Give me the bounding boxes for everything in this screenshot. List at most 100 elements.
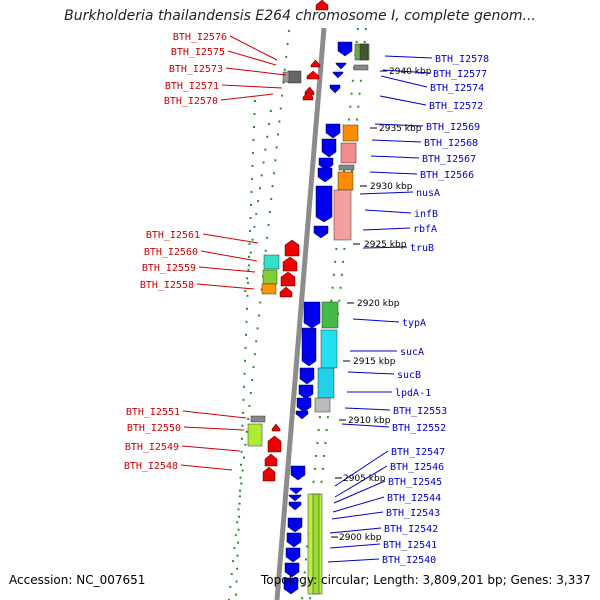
left-gene-label-3[interactable]: BTH_I2571 <box>165 81 219 92</box>
left-gene-label-4[interactable]: BTH_I2570 <box>164 96 218 107</box>
right-gene-label-24[interactable]: BTH_I2541 <box>383 540 437 551</box>
forward-gene-13[interactable] <box>298 384 314 400</box>
forward-gene-24[interactable] <box>283 577 299 595</box>
forward-gene-17[interactable] <box>289 487 303 495</box>
forward-gene-21[interactable] <box>286 532 302 548</box>
right-gene-label-9[interactable]: infB <box>414 209 438 220</box>
right-gene-label-23[interactable]: BTH_I2542 <box>384 524 438 535</box>
right-gene-label-21[interactable]: BTH_I2544 <box>387 493 441 504</box>
right-gene-label-22[interactable]: BTH_I2543 <box>386 508 440 519</box>
forward-gene-2[interactable] <box>332 71 344 79</box>
reverse-gene-3[interactable] <box>302 91 314 101</box>
reverse-gene-9[interactable] <box>267 435 282 453</box>
left-gene-label-2[interactable]: BTH_I2573 <box>169 64 223 75</box>
reverse-gene-1[interactable] <box>306 70 320 80</box>
forward-gene-4[interactable] <box>325 123 341 139</box>
feature-box-13[interactable] <box>321 301 339 329</box>
forward-gene-20[interactable] <box>287 517 303 533</box>
left-gene-label-8[interactable]: BTH_I2558 <box>140 280 194 291</box>
forward-gene-3[interactable] <box>329 84 341 94</box>
right-gene-label-12[interactable]: typA <box>402 318 426 329</box>
right-gene-label-10[interactable]: rbfA <box>413 224 437 235</box>
right-gene-label-8[interactable]: nusA <box>416 188 440 199</box>
feature-box-12[interactable] <box>261 283 277 295</box>
feature-box-17[interactable] <box>250 415 266 423</box>
feature-box-8[interactable] <box>337 171 354 191</box>
right-gene-label-15[interactable]: lpdA-1 <box>395 388 431 399</box>
right-leader-6 <box>370 155 420 159</box>
feature-box-16[interactable] <box>314 397 331 413</box>
feature-box-9[interactable] <box>333 189 352 241</box>
scale-label-8: 2900 kbp <box>339 533 382 543</box>
forward-gene-18[interactable] <box>288 494 302 502</box>
reverse-gene-7[interactable] <box>279 286 293 298</box>
forward-gene-10[interactable] <box>303 301 321 329</box>
left-gene-label-10[interactable]: BTH_I2550 <box>127 423 181 434</box>
forward-gene-9[interactable] <box>313 225 329 239</box>
feature-box-4[interactable] <box>282 71 290 83</box>
left-gene-label-7[interactable]: BTH_I2559 <box>142 263 196 274</box>
feature-box-14[interactable] <box>320 329 338 369</box>
forward-gene-1[interactable] <box>335 62 347 70</box>
left-gene-label-9[interactable]: BTH_I2551 <box>126 407 180 418</box>
forward-gene-15[interactable] <box>295 410 309 420</box>
right-gene-label-6[interactable]: BTH_I2567 <box>422 154 476 165</box>
right-gene-label-0[interactable]: BTH_I2578 <box>435 54 489 65</box>
right-leader-20 <box>333 480 386 504</box>
right-gene-label-16[interactable]: BTH_I2553 <box>393 406 447 417</box>
feature-box-11[interactable] <box>262 269 278 285</box>
feature-box-15[interactable] <box>317 367 335 399</box>
feature-box-2[interactable] <box>353 64 369 71</box>
right-gene-label-25[interactable]: BTH_I2540 <box>382 555 436 566</box>
forward-gene-23[interactable] <box>284 562 300 578</box>
right-gene-label-20[interactable]: BTH_I2545 <box>388 477 442 488</box>
left-gene-label-12[interactable]: BTH_I2548 <box>124 461 178 472</box>
right-gene-label-5[interactable]: BTH_I2568 <box>424 138 478 149</box>
right-gene-label-14[interactable]: sucB <box>397 370 421 381</box>
feature-box-1[interactable] <box>359 43 369 61</box>
right-gene-label-1[interactable]: BTH_I2577 <box>433 69 487 80</box>
right-gene-label-13[interactable]: sucA <box>400 347 424 358</box>
forward-gene-8[interactable] <box>315 185 333 223</box>
reverse-gene-0[interactable] <box>310 59 321 68</box>
feature-box-20[interactable] <box>312 493 320 595</box>
forward-gene-0[interactable] <box>337 41 353 57</box>
right-gene-label-7[interactable]: BTH_I2566 <box>420 170 474 181</box>
feature-box-6[interactable] <box>340 142 357 164</box>
reverse-gene-4[interactable] <box>284 239 300 257</box>
forward-gene-11[interactable] <box>301 327 317 367</box>
forward-gene-6[interactable] <box>318 157 334 171</box>
right-gene-label-19[interactable]: BTH_I2546 <box>390 462 444 473</box>
forward-gene-19[interactable] <box>288 501 302 511</box>
left-gene-label-11[interactable]: BTH_I2549 <box>125 442 179 453</box>
right-gene-label-2[interactable]: BTH_I2574 <box>430 83 484 94</box>
feature-box-3[interactable] <box>287 70 302 84</box>
right-gene-label-11[interactable]: truB <box>410 243 434 254</box>
right-gene-label-17[interactable]: BTH_I2552 <box>392 423 446 434</box>
left-gene-label-5[interactable]: BTH_I2561 <box>146 230 200 241</box>
reverse-gene-10[interactable] <box>264 453 278 467</box>
right-gene-label-3[interactable]: BTH_I2572 <box>429 101 483 112</box>
reverse-gene-top[interactable] <box>315 0 329 11</box>
left-gene-label-0[interactable]: BTH_I2576 <box>173 32 227 43</box>
feature-box-5[interactable] <box>342 124 359 142</box>
reverse-gene-11[interactable] <box>262 466 276 482</box>
right-gene-label-18[interactable]: BTH_I2547 <box>391 447 445 458</box>
feature-box-10[interactable] <box>263 254 280 270</box>
forward-gene-7[interactable] <box>317 167 333 183</box>
feature-box-7[interactable] <box>338 164 355 171</box>
forward-gene-16[interactable] <box>290 465 306 481</box>
reverse-gene-6[interactable] <box>280 271 296 287</box>
left-gene-label-1[interactable]: BTH_I2575 <box>171 47 225 58</box>
reverse-gene-8[interactable] <box>271 423 281 432</box>
forward-gene-5[interactable] <box>321 138 337 158</box>
forward-gene-22[interactable] <box>285 547 301 563</box>
forward-gene-14[interactable] <box>296 397 312 413</box>
right-gene-label-4[interactable]: BTH_I2569 <box>426 122 480 133</box>
forward-gene-12[interactable] <box>299 367 315 385</box>
feature-box-18[interactable] <box>247 423 263 447</box>
right-leader-21 <box>332 496 385 513</box>
left-gene-label-6[interactable]: BTH_I2560 <box>144 247 198 258</box>
right-leader-18 <box>334 450 389 487</box>
reverse-gene-5[interactable] <box>282 256 298 272</box>
